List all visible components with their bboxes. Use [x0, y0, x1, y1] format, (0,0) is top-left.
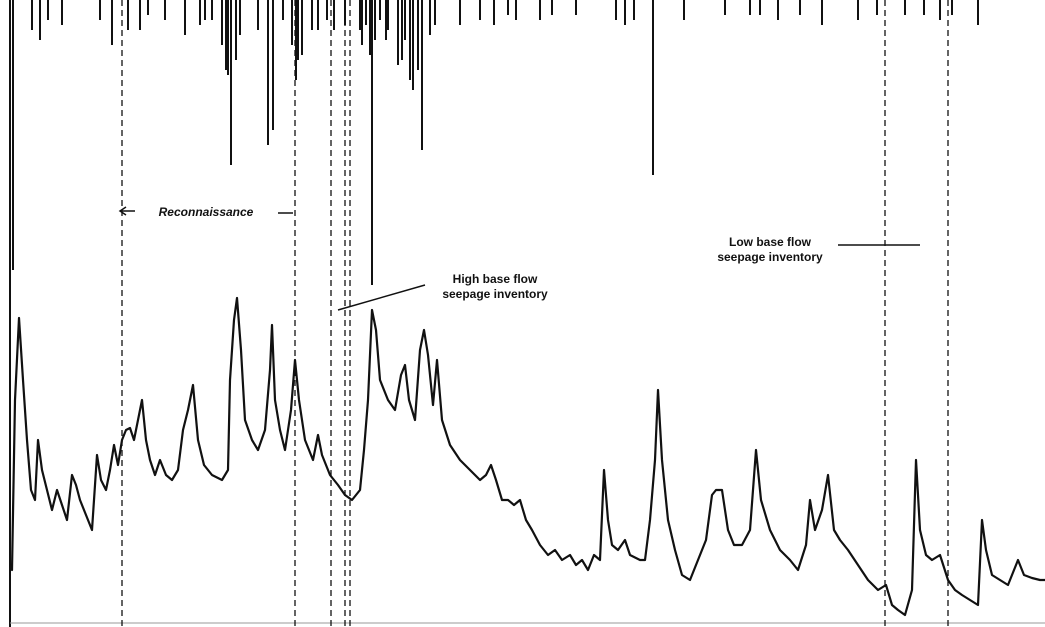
precipitation-bar — [344, 0, 346, 25]
precipitation-bar — [227, 0, 229, 75]
precipitation-bar — [282, 0, 284, 20]
precipitation-bar — [724, 0, 726, 15]
precipitation-bar — [139, 0, 141, 30]
precipitation-bar — [683, 0, 685, 20]
precipitation-bar — [369, 0, 371, 55]
precipitation-bar — [624, 0, 626, 25]
precipitation-bar — [507, 0, 509, 15]
precipitation-bar — [225, 0, 227, 70]
precipitation-bar — [326, 0, 328, 20]
precipitation-bar — [379, 0, 381, 20]
precipitation-bar — [429, 0, 431, 35]
precipitation-bar — [359, 0, 361, 30]
annotation: High base flow — [453, 272, 538, 286]
precipitation-bar — [272, 0, 274, 130]
arrow-head — [118, 206, 127, 216]
precipitation-bar — [385, 0, 387, 40]
precipitation-bar — [493, 0, 495, 25]
precipitation-bar — [904, 0, 906, 15]
precipitation-bar — [211, 0, 213, 20]
precipitation-bar — [99, 0, 101, 20]
annotation: Low base flow — [729, 235, 812, 249]
precipitation-bar — [291, 0, 293, 45]
precipitation-bar — [371, 0, 373, 285]
precipitation-bar — [147, 0, 149, 15]
precipitation-bar — [857, 0, 859, 20]
precipitation-bar — [221, 0, 223, 45]
precipitation-bar — [267, 0, 269, 145]
precipitation-bar — [412, 0, 414, 90]
precipitation-bar — [759, 0, 761, 15]
precipitation-bar — [301, 0, 303, 55]
precipitation-bar — [199, 0, 201, 25]
precipitation-bar — [515, 0, 517, 20]
precipitation-bar — [434, 0, 436, 25]
precipitation-bar — [939, 0, 941, 20]
precipitation-bar — [409, 0, 411, 80]
precipitation-bar — [235, 0, 237, 60]
precipitation-bar — [39, 0, 41, 40]
precipitation-bar — [479, 0, 481, 20]
precipitation-bar — [417, 0, 419, 70]
precipitation-bar — [551, 0, 553, 15]
precipitation-bar — [401, 0, 403, 60]
precipitation-bar — [876, 0, 878, 15]
precipitation-bar — [333, 0, 335, 30]
precipitation-bar — [297, 0, 299, 60]
precipitation-bar — [777, 0, 779, 20]
annotation: seepage inventory — [717, 250, 823, 264]
precipitation-bar — [31, 0, 33, 30]
precipitation-bar — [239, 0, 241, 35]
precipitation-bar — [652, 0, 654, 175]
precipitation-bar — [317, 0, 319, 30]
annotation: Reconnaissance — [159, 205, 254, 219]
precipitation-bar — [184, 0, 186, 35]
precipitation-bar — [387, 0, 389, 30]
precipitation-bar — [257, 0, 259, 30]
precipitation-bar — [204, 0, 206, 20]
precipitation-bar — [923, 0, 925, 15]
precipitation-bar — [575, 0, 577, 15]
precipitation-bar — [311, 0, 313, 30]
precipitation-bar — [749, 0, 751, 15]
precipitation-bar — [615, 0, 617, 20]
precipitation-bar — [127, 0, 129, 30]
precipitation-bar — [397, 0, 399, 65]
precipitation-bar — [61, 0, 63, 25]
precipitation-bar — [295, 0, 297, 80]
precipitation-bar — [821, 0, 823, 25]
precipitation-bar — [459, 0, 461, 25]
precipitation-bar — [539, 0, 541, 20]
precipitation-bar — [111, 0, 113, 45]
precipitation-bar — [230, 0, 232, 165]
precipitation-bar — [977, 0, 979, 25]
precipitation-bar — [951, 0, 953, 15]
precipitation-bar — [633, 0, 635, 20]
precipitation-bar — [404, 0, 406, 40]
hydrograph-line — [8, 296, 1045, 617]
precipitation-bar — [47, 0, 49, 20]
precipitation-bar — [421, 0, 423, 150]
precipitation-bar — [12, 0, 14, 270]
annotation: seepage inventory — [442, 287, 548, 301]
pointer — [337, 284, 426, 311]
precipitation-bar — [164, 0, 166, 20]
precipitation-bar — [374, 0, 376, 40]
precipitation-bar — [365, 0, 367, 25]
precipitation-bar — [361, 0, 363, 45]
precipitation-bar — [799, 0, 801, 15]
